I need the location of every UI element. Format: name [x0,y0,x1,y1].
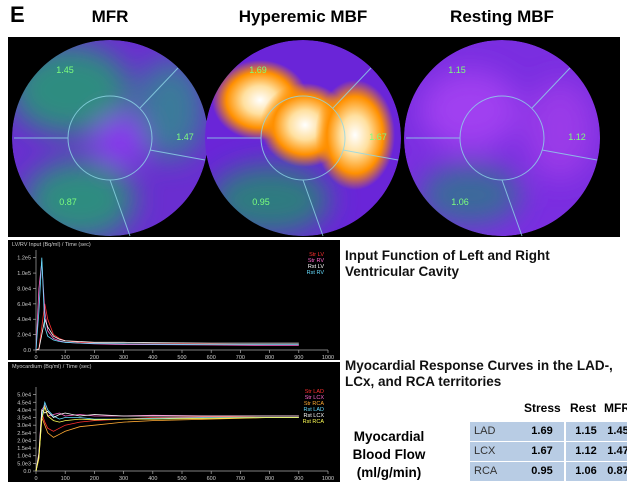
map-title: Resting MBF [450,7,554,26]
segment-value: 0.87 [59,197,77,207]
y-tick-label: 4.5e4 [17,400,31,406]
plot-title: LV/RV Input (Bq/ml) / Time (sec) [12,242,91,248]
legend-entry: Rst RV [307,270,325,276]
row-label: LAD [470,422,524,441]
figure: E MFR1.451.470.87Hyperemic MBF1.691.670.… [0,0,627,483]
x-tick-label: 200 [90,476,99,482]
y-tick-label: 3.0e4 [17,423,31,429]
x-tick-label: 800 [265,355,274,361]
x-tick-label: 0 [34,476,37,482]
plot-panel [8,240,340,360]
x-tick-label: 900 [294,476,303,482]
x-tick-label: 900 [294,355,303,361]
x-tick-label: 200 [90,355,99,361]
plot-title: Myocardium (Bq/ml) / Time (sec) [12,364,92,370]
row-label: LCX [470,442,524,461]
segment-value: 1.06 [451,197,469,207]
y-tick-label: 1.2e5 [17,256,31,262]
row-label: RCA [470,462,524,481]
y-tick-label: 1.5e4 [17,446,31,452]
x-tick-label: 600 [207,355,216,361]
table-cell: 1.67 [520,442,564,461]
table-label: Myocardial Blood Flow (ml/g/min) [345,428,433,482]
y-tick-label: 2.5e4 [17,431,31,437]
legend-entry: Rst RCA [303,419,325,425]
y-tick-label: 5.0e3 [17,461,31,467]
panel-label: E [10,2,25,27]
segment-value: 1.47 [176,132,194,142]
y-tick-label: 0.0 [23,348,31,354]
x-tick-label: 700 [236,355,245,361]
segment-value: 1.15 [448,65,466,75]
x-tick-label: 300 [119,355,128,361]
x-tick-label: 500 [177,355,186,361]
table-cell: 1.45 [600,422,627,441]
segment-value: 1.12 [568,132,586,142]
table-cell: 0.95 [520,462,564,481]
x-tick-label: 700 [236,476,245,482]
y-tick-label: 0.0 [23,469,31,475]
y-tick-label: 1.0e4 [17,454,31,460]
segment-value: 1.69 [249,65,267,75]
caption: Myocardial Response Curves in the LAD-, … [345,358,625,390]
x-tick-label: 400 [148,355,157,361]
x-tick-label: 300 [119,476,128,482]
table-cell: 1.47 [600,442,627,461]
table-cell: 1.69 [520,422,564,441]
y-tick-label: 2.0e4 [17,333,31,339]
y-tick-label: 4.0e4 [17,317,31,323]
x-tick-label: 800 [265,476,274,482]
y-tick-label: 8.0e4 [17,286,31,292]
y-tick-label: 3.5e4 [17,416,31,422]
table-header: Rest [570,401,596,415]
map-title: MFR [92,7,129,26]
x-tick-label: 100 [61,476,70,482]
y-tick-label: 4.0e4 [17,408,31,414]
y-tick-label: 6.0e4 [17,302,31,308]
table-header: MFR [604,401,627,415]
caption: Input Function of Left and Right Ventric… [345,248,615,280]
x-tick-label: 100 [61,355,70,361]
table-header: Stress [524,401,561,415]
x-tick-label: 400 [148,476,157,482]
y-tick-label: 1.0e5 [17,271,31,277]
table-cell: 0.87 [600,462,627,481]
y-tick-label: 5.0e4 [17,393,31,399]
x-tick-label: 500 [177,476,186,482]
x-tick-label: 1000 [322,476,334,482]
segment-value: 1.45 [56,65,74,75]
x-tick-label: 600 [207,476,216,482]
map-title: Hyperemic MBF [239,7,367,26]
segment-value: 1.67 [369,132,387,142]
segment-value: 0.95 [252,197,270,207]
x-tick-label: 1000 [322,355,334,361]
x-tick-label: 0 [34,355,37,361]
y-tick-label: 2.0e4 [17,438,31,444]
